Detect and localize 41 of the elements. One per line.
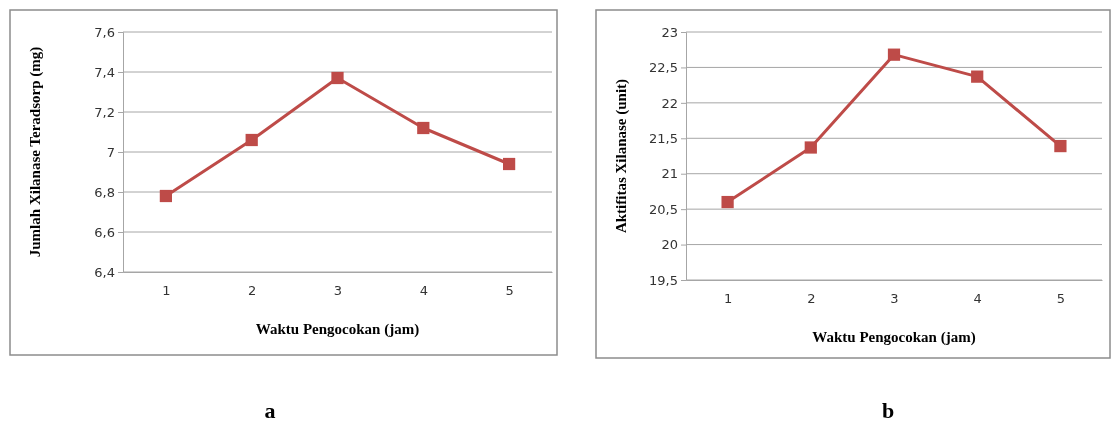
y-tick-label: 6,6 bbox=[94, 224, 115, 240]
x-tick-label: 4 bbox=[419, 283, 428, 299]
y-tick-label: 19,5 bbox=[649, 272, 678, 288]
y-tick-label: 23 bbox=[661, 24, 678, 40]
point bbox=[331, 71, 344, 85]
y-tick-label: 21 bbox=[661, 166, 678, 182]
point bbox=[1054, 139, 1067, 153]
y-tick-label: 22 bbox=[661, 95, 678, 111]
point bbox=[245, 133, 258, 147]
point bbox=[159, 189, 173, 203]
x-tick-label: 2 bbox=[807, 291, 816, 307]
y-tick-label: 21,5 bbox=[649, 130, 678, 146]
text: b bbox=[881, 398, 895, 423]
x-tick-label: 5 bbox=[505, 283, 514, 299]
y-tick-label: 7,6 bbox=[94, 24, 115, 40]
point bbox=[971, 70, 984, 83]
x-axis-title: Waktu Pengocokan (jam) bbox=[255, 321, 420, 338]
y-tick-label: 20,5 bbox=[649, 201, 678, 217]
y-tick-label: 7,4 bbox=[94, 64, 115, 80]
x-tick-label: 1 bbox=[162, 283, 171, 299]
point bbox=[887, 48, 901, 61]
x-axis-title: Waktu Pengocokan (jam) bbox=[812, 329, 976, 346]
x-tick-label: 5 bbox=[1056, 291, 1066, 307]
text: a bbox=[264, 398, 276, 423]
y-tick-label: 20 bbox=[661, 237, 678, 253]
x-tick-label: 3 bbox=[890, 291, 899, 307]
x-tick-label: 1 bbox=[723, 291, 733, 307]
y-axis-title: Jumlah Xilanase Teradsorp (mg) bbox=[27, 46, 44, 258]
y-tick-label: 6,8 bbox=[94, 184, 115, 200]
x-tick-label: 4 bbox=[973, 291, 982, 307]
point bbox=[721, 195, 734, 209]
y-axis-title: Aktifitas Xilanase (unit) bbox=[613, 78, 630, 234]
point bbox=[804, 141, 817, 154]
point bbox=[502, 157, 516, 171]
x-tick-label: 2 bbox=[248, 283, 257, 299]
y-tick-label: 22,5 bbox=[649, 60, 678, 76]
y-tick-label: 7,2 bbox=[94, 104, 115, 120]
y-tick-label: 7 bbox=[106, 144, 115, 160]
y-tick-label: 6,4 bbox=[94, 264, 115, 280]
x-tick-label: 3 bbox=[333, 283, 343, 299]
point bbox=[417, 121, 430, 135]
